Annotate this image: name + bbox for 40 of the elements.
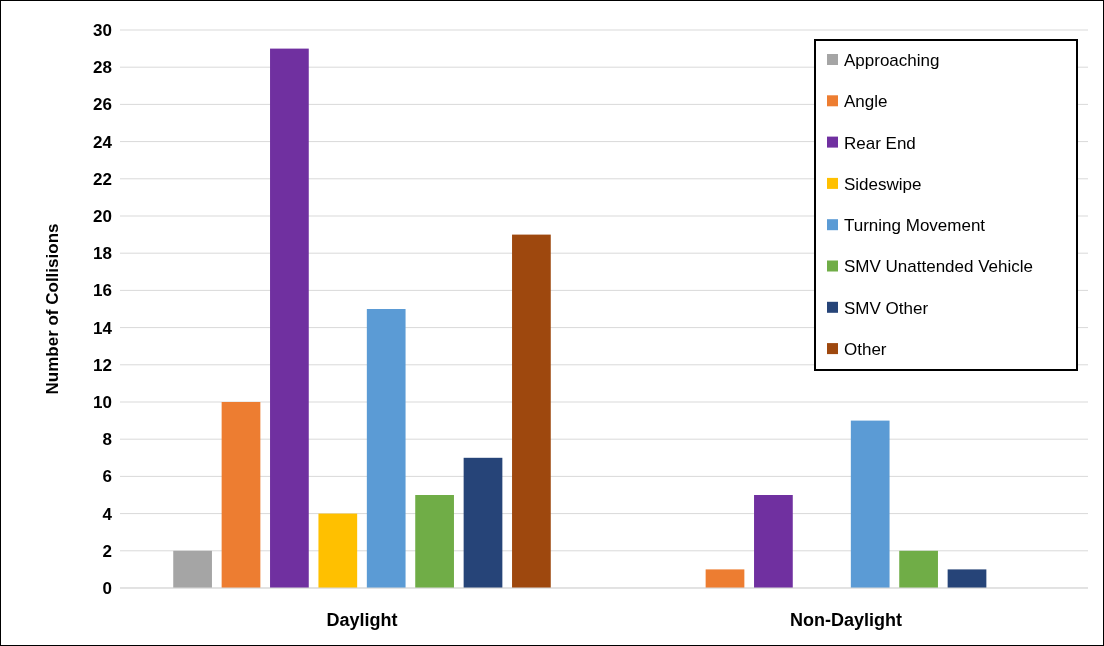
bar [415,495,454,588]
y-tick-label: 26 [93,95,112,115]
y-tick-label: 8 [102,430,112,450]
legend-label: Approaching [844,50,940,70]
y-tick-label: 28 [93,58,112,78]
bar [899,550,938,588]
bar [173,550,212,588]
bar [947,569,987,588]
y-tick-label: 14 [93,318,113,338]
y-tick-label: 24 [93,132,113,152]
legend-label: Rear End [844,133,916,153]
bar [270,48,309,588]
y-tick-label: 30 [93,20,112,40]
legend-label: Other [844,340,887,360]
bar [318,513,358,588]
bar [512,234,551,588]
legend-label: Angle [844,92,888,112]
bar [221,402,261,588]
legend-label: SMV Other [844,298,929,318]
y-tick-label: 16 [93,281,112,301]
legend-label: Sideswipe [844,174,922,194]
legend-label: Turning Movement [844,216,986,236]
y-axis-title: Number of Collisions [43,223,62,395]
bar [705,569,745,588]
x-tick-label: Daylight [326,610,398,630]
x-tick-label: Non-Daylight [790,610,902,630]
y-tick-label: 18 [93,244,112,264]
bar [850,420,890,588]
y-tick-label: 22 [93,169,112,189]
legend-label: SMV Unattended Vehicle [844,257,1034,277]
y-tick-label: 10 [93,392,112,412]
bar [366,309,406,588]
y-tick-label: 12 [93,355,112,375]
bar [754,495,793,588]
y-tick-label: 20 [93,206,112,226]
y-tick-label: 6 [102,467,112,487]
y-tick-label: 2 [102,541,112,561]
y-tick-label: 0 [102,578,112,598]
bar [463,457,503,588]
y-tick-label: 4 [102,504,113,524]
